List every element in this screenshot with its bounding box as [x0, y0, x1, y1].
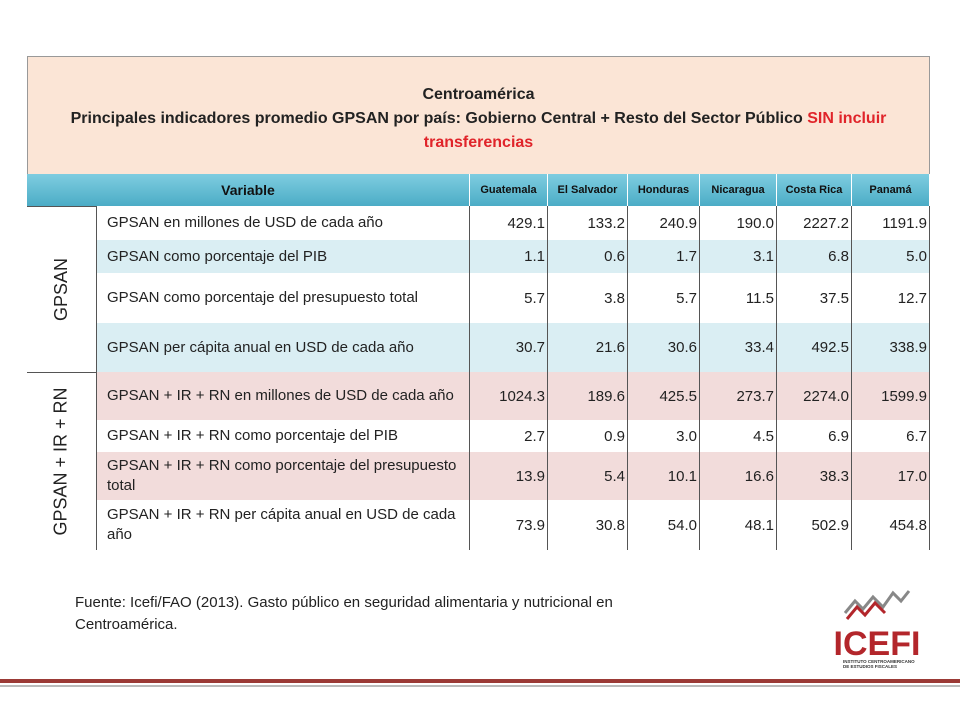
value-cell: 54.0 — [628, 500, 700, 550]
variable-cell: GPSAN como porcentaje del presupuesto to… — [97, 273, 470, 323]
highlight: SIN incluir transferencias — [423, 110, 887, 151]
value-cell: 38.3 — [777, 452, 852, 500]
value-cell: 12.7 — [852, 273, 930, 323]
value-cell: 1191.9 — [852, 206, 930, 240]
column-header: El Salvador — [548, 174, 628, 206]
value-cell: 11.5 — [700, 273, 777, 323]
value-cell: 30.7 — [470, 323, 548, 372]
value-cell: 5.7 — [628, 273, 700, 323]
value-cell: 240.9 — [628, 206, 700, 240]
value-cell: 3.0 — [628, 420, 700, 452]
value-cell: 33.4 — [700, 323, 777, 372]
value-cell: 73.9 — [470, 500, 548, 550]
value-cell: 37.5 — [777, 273, 852, 323]
value-cell: 429.1 — [470, 206, 548, 240]
variable-cell: GPSAN + IR + RN per cápita anual en USD … — [97, 500, 470, 550]
variable-cell: GPSAN per cápita anual en USD de cada añ… — [97, 323, 470, 372]
row-bg — [97, 240, 930, 273]
footer-line — [0, 685, 960, 687]
column-header: Costa Rica — [777, 174, 852, 206]
column-header: Variable — [27, 174, 470, 206]
footer-band — [0, 679, 960, 683]
value-cell: 1599.9 — [852, 372, 930, 420]
table-title: Centroamérica Principales indicadores pr… — [27, 56, 930, 174]
value-cell: 30.6 — [628, 323, 700, 372]
variable-cell: GPSAN como porcentaje del PIB — [97, 240, 470, 273]
column-header: Nicaragua — [700, 174, 777, 206]
value-cell: 0.6 — [548, 240, 628, 273]
header-bg — [27, 174, 930, 206]
logo-name: ICEFI — [835, 625, 920, 663]
value-cell: 6.8 — [777, 240, 852, 273]
value-cell: 1.1 — [470, 240, 548, 273]
group-cell: GPSAN — [27, 206, 97, 372]
value-cell: 16.6 — [700, 452, 777, 500]
value-cell: 502.9 — [777, 500, 852, 550]
value-cell: 5.0 — [852, 240, 930, 273]
value-cell: 2227.2 — [777, 206, 852, 240]
variable-cell: GPSAN + IR + RN en millones de USD de ca… — [97, 372, 470, 420]
value-cell: 425.5 — [628, 372, 700, 420]
row-bg — [97, 372, 930, 420]
value-cell: 30.8 — [548, 500, 628, 550]
value-cell: 21.6 — [548, 323, 628, 372]
value-cell: 2274.0 — [777, 372, 852, 420]
column-header: Honduras — [628, 174, 700, 206]
value-cell: 17.0 — [852, 452, 930, 500]
group-cell: GPSAN + IR + RN — [27, 372, 97, 550]
value-cell: 2.7 — [470, 420, 548, 452]
column-header: Panamá — [852, 174, 930, 206]
value-cell: 492.5 — [777, 323, 852, 372]
row-bg — [97, 500, 930, 550]
row-bg — [97, 323, 930, 372]
value-cell: 3.8 — [548, 273, 628, 323]
value-cell: 3.1 — [700, 240, 777, 273]
value-cell: 6.9 — [777, 420, 852, 452]
logo: ICEFI INSTITUTO CENTROAMERICANO DE ESTUD… — [835, 590, 920, 669]
variable-cell: GPSAN + IR + RN como porcentaje del PIB — [97, 420, 470, 452]
region: Centroamérica — [422, 86, 535, 103]
value-cell: 338.9 — [852, 323, 930, 372]
value-cell: 6.7 — [852, 420, 930, 452]
value-cell: 1024.3 — [470, 372, 548, 420]
logo-tagline: INSTITUTO CENTROAMERICANO DE ESTUDIOS FI… — [843, 659, 915, 669]
value-cell: 190.0 — [700, 206, 777, 240]
value-cell: 5.4 — [548, 452, 628, 500]
subtitle: Principales indicadores promedio GPSAN p… — [70, 110, 803, 127]
value-cell: 454.8 — [852, 500, 930, 550]
value-cell: 13.9 — [470, 452, 548, 500]
value-cell: 0.9 — [548, 420, 628, 452]
group-label: GPSAN + IR + RN — [51, 387, 72, 536]
value-cell: 273.7 — [700, 372, 777, 420]
value-cell: 10.1 — [628, 452, 700, 500]
value-cell: 189.6 — [548, 372, 628, 420]
group-label: GPSAN — [51, 257, 71, 322]
row-bg — [97, 206, 930, 240]
variable-cell: GPSAN + IR + RN como porcentaje del pres… — [97, 452, 470, 500]
row-bg — [97, 452, 930, 500]
column-header: Guatemala — [470, 174, 548, 206]
row-bg — [97, 273, 930, 323]
source-note: Fuente: Icefi/FAO (2013). Gasto público … — [75, 594, 613, 633]
value-cell: 48.1 — [700, 500, 777, 550]
value-cell: 4.5 — [700, 420, 777, 452]
value-cell: 5.7 — [470, 273, 548, 323]
value-cell: 1.7 — [628, 240, 700, 273]
variable-cell: GPSAN en millones de USD de cada año — [97, 206, 470, 240]
value-cell: 133.2 — [548, 206, 628, 240]
row-bg — [97, 420, 930, 452]
